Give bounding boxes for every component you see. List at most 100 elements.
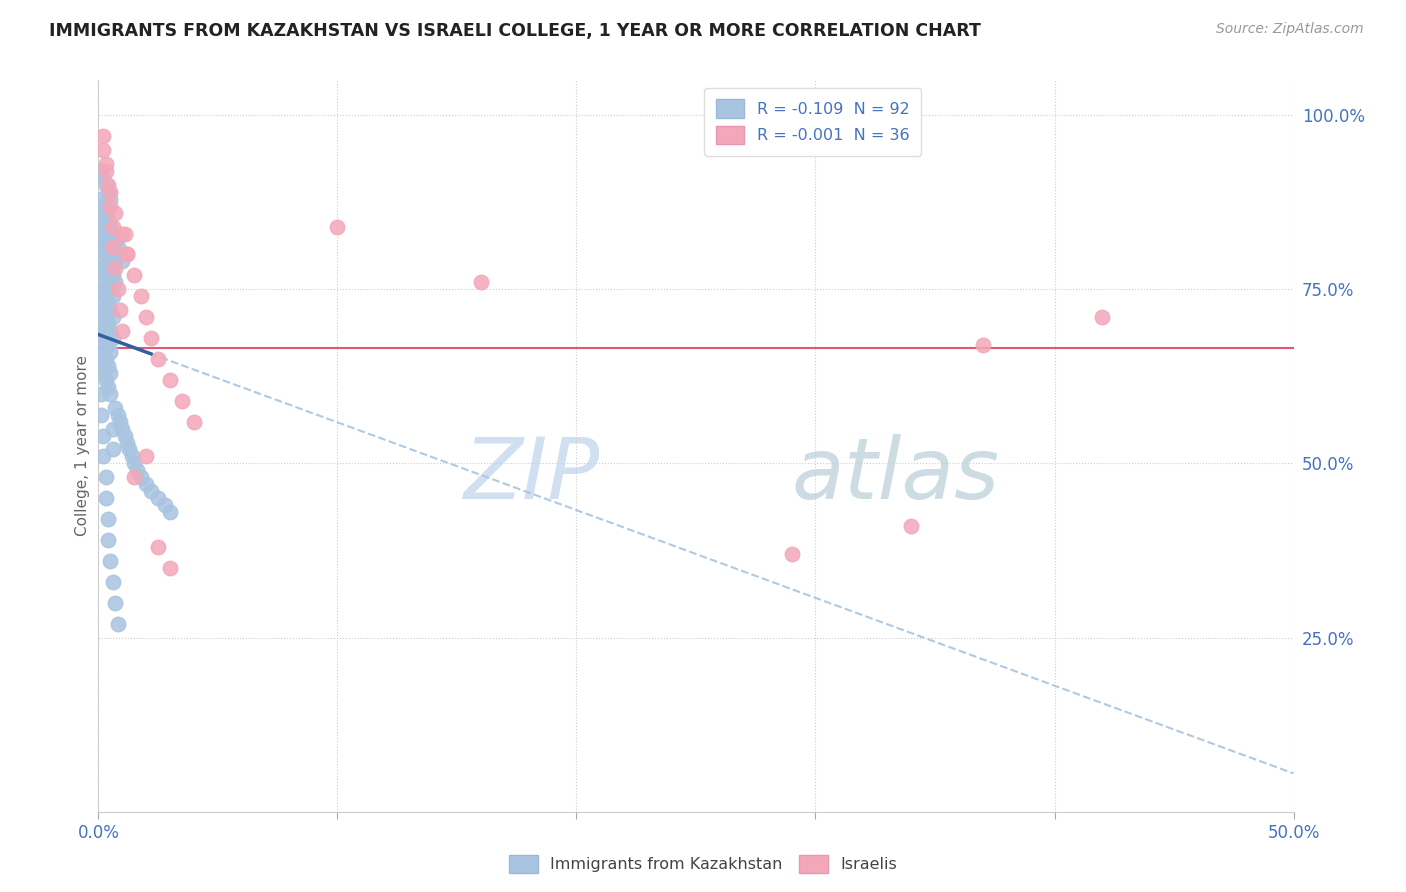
Point <box>98 324 122 338</box>
Point <box>98 386 122 401</box>
Point <box>326 219 349 234</box>
Point <box>104 261 127 276</box>
Point <box>97 512 120 526</box>
Point <box>94 310 117 325</box>
Legend: R = -0.109  N = 92, R = -0.001  N = 36: R = -0.109 N = 92, R = -0.001 N = 36 <box>704 88 921 155</box>
Point <box>101 227 124 241</box>
Point <box>104 205 127 219</box>
Point <box>121 450 143 464</box>
Point <box>90 386 112 401</box>
Point <box>101 331 124 345</box>
Point <box>148 491 170 506</box>
Point <box>98 199 122 213</box>
Point <box>97 338 120 352</box>
Point <box>114 428 136 442</box>
Point <box>108 415 131 429</box>
Point <box>91 345 114 359</box>
Point <box>115 435 138 450</box>
Point <box>97 212 120 227</box>
Point <box>115 247 138 261</box>
Point <box>139 331 162 345</box>
Point <box>101 268 124 283</box>
Point <box>94 205 117 219</box>
Point <box>98 219 122 234</box>
Point <box>94 178 117 192</box>
Point <box>94 373 117 387</box>
Point <box>101 421 124 435</box>
Point <box>101 247 124 261</box>
Point <box>183 415 205 429</box>
Point <box>91 261 114 276</box>
Point <box>90 296 112 310</box>
Point <box>94 331 117 345</box>
Point <box>94 157 117 171</box>
Point <box>91 128 114 143</box>
Point <box>131 470 153 484</box>
Point <box>131 289 153 303</box>
Point <box>107 240 129 254</box>
Point <box>104 401 127 415</box>
Point <box>101 219 124 234</box>
Point <box>101 289 124 303</box>
Point <box>97 296 120 310</box>
Point <box>90 359 112 373</box>
Point <box>111 227 134 241</box>
Point <box>111 324 134 338</box>
Point <box>1091 310 1114 325</box>
Point <box>107 616 129 631</box>
Point <box>94 491 117 506</box>
Point <box>94 351 117 366</box>
Point <box>118 442 141 457</box>
Point <box>108 247 131 261</box>
Point <box>90 254 112 268</box>
Point <box>104 254 127 268</box>
Point <box>135 477 157 491</box>
Point <box>91 450 114 464</box>
Point <box>104 234 127 248</box>
Point <box>90 234 112 248</box>
Text: IMMIGRANTS FROM KAZAKHSTAN VS ISRAELI COLLEGE, 1 YEAR OR MORE CORRELATION CHART: IMMIGRANTS FROM KAZAKHSTAN VS ISRAELI CO… <box>49 22 981 40</box>
Point <box>98 192 122 206</box>
Point <box>104 275 127 289</box>
Point <box>172 393 194 408</box>
Point <box>91 366 114 380</box>
Point <box>97 254 120 268</box>
Point <box>159 505 181 519</box>
Point <box>97 533 120 547</box>
Point <box>104 596 127 610</box>
Point <box>94 289 117 303</box>
Point <box>97 275 120 289</box>
Point <box>98 345 122 359</box>
Point <box>90 164 112 178</box>
Point <box>97 317 120 331</box>
Point <box>148 351 170 366</box>
Point <box>124 268 146 283</box>
Point <box>124 470 146 484</box>
Point <box>91 240 114 254</box>
Point <box>91 170 114 185</box>
Point <box>98 366 122 380</box>
Point <box>90 192 112 206</box>
Point <box>94 227 117 241</box>
Point <box>101 442 124 457</box>
Point <box>91 303 114 318</box>
Point <box>125 463 148 477</box>
Legend: Immigrants from Kazakhstan, Israelis: Immigrants from Kazakhstan, Israelis <box>502 848 904 880</box>
Point <box>97 380 120 394</box>
Point <box>91 143 114 157</box>
Point <box>159 373 181 387</box>
Point <box>98 554 122 568</box>
Point <box>91 324 114 338</box>
Point <box>111 254 134 268</box>
Text: atlas: atlas <box>792 434 1000 516</box>
Point <box>94 164 117 178</box>
Point <box>94 470 117 484</box>
Point <box>114 227 136 241</box>
Text: ZIP: ZIP <box>464 434 600 516</box>
Point <box>108 303 131 318</box>
Point <box>94 268 117 283</box>
Point <box>90 317 112 331</box>
Point <box>97 234 120 248</box>
Point <box>972 338 994 352</box>
Point <box>101 310 124 325</box>
